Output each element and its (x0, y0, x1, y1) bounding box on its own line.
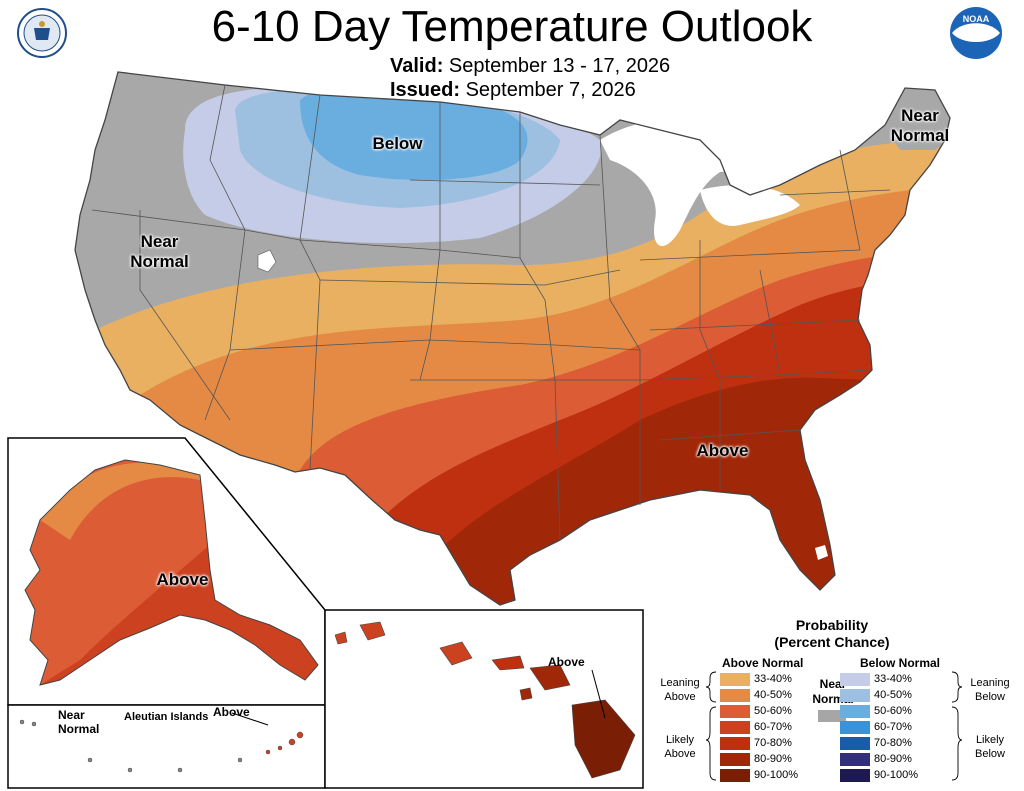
above-label-2: 50-60% (754, 705, 792, 717)
valid-value: September 13 - 17, 2026 (448, 55, 671, 77)
below-swatch-0 (840, 673, 870, 686)
issued-line: Issued: September 7, 2026 (390, 78, 636, 102)
above-swatch-5 (720, 753, 750, 766)
legend-brace-below (951, 671, 963, 781)
legend-near-normal-swatch (818, 710, 846, 722)
below-label-4: 70-80% (874, 737, 912, 749)
above-label-0: 33-40% (754, 673, 792, 685)
label-above-southeast: Above (696, 441, 749, 460)
above-swatch-2 (720, 705, 750, 718)
above-label-6: 90-100% (754, 769, 799, 781)
label-above-alaska: Above (156, 570, 209, 589)
label-above-aleutian: Above (213, 705, 250, 719)
label-below: Below (372, 134, 423, 153)
legend-likely-below: Likely Below (975, 734, 1005, 760)
above-swatch-3 (720, 721, 750, 734)
valid-label: Valid: (390, 55, 444, 77)
below-label-1: 40-50% (874, 689, 912, 701)
issued-label: Issued: (390, 79, 461, 101)
below-swatch-1 (840, 689, 870, 702)
legend-above-header: Above Normal (722, 656, 804, 670)
legend-leaning-below: Leaning Below (970, 677, 1010, 703)
label-near-normal-aleutian: Near Normal (58, 708, 100, 736)
above-swatch-1 (720, 689, 750, 702)
above-swatch-4 (720, 737, 750, 750)
above-label-3: 60-70% (754, 721, 792, 733)
above-swatch-6 (720, 769, 750, 782)
legend-title: Probability (Percent Chance) (774, 617, 890, 650)
legend-below-header: Below Normal (860, 656, 941, 670)
below-swatch-2 (840, 705, 870, 718)
above-label-5: 80-90% (754, 753, 792, 765)
page-title: 6-10 Day Temperature Outlook (211, 2, 813, 51)
state-borders (91, 84, 891, 541)
svg-text:NOAA: NOAA (963, 14, 990, 24)
legend-likely-above: Likely Above (664, 734, 696, 760)
below-label-5: 80-90% (874, 753, 912, 765)
valid-line: Valid: September 13 - 17, 2026 (390, 54, 670, 78)
label-aleutian-islands: Aleutian Islands (124, 711, 209, 723)
noaa-logo-icon: NOAA (950, 7, 1002, 59)
above-swatch-0 (720, 673, 750, 686)
label-near-normal-west: Near Normal (130, 232, 189, 271)
below-label-3: 60-70% (874, 721, 912, 733)
label-near-normal-maine: Near Normal (890, 106, 950, 145)
below-label-0: 33-40% (874, 673, 912, 685)
below-swatch-5 (840, 753, 870, 766)
above-label-4: 70-80% (754, 737, 792, 749)
below-swatch-3 (840, 721, 870, 734)
label-above-hawaii: Above (548, 655, 585, 669)
below-swatch-6 (840, 769, 870, 782)
below-label-6: 90-100% (874, 769, 919, 781)
above-label-1: 40-50% (754, 689, 792, 701)
below-label-2: 50-60% (874, 705, 912, 717)
doc-seal-icon (17, 8, 67, 58)
issued-value: September 7, 2026 (465, 79, 636, 101)
legend-leaning-above: Leaning Above (660, 677, 700, 703)
below-swatch-4 (840, 737, 870, 750)
legend-brace-above (705, 671, 717, 781)
